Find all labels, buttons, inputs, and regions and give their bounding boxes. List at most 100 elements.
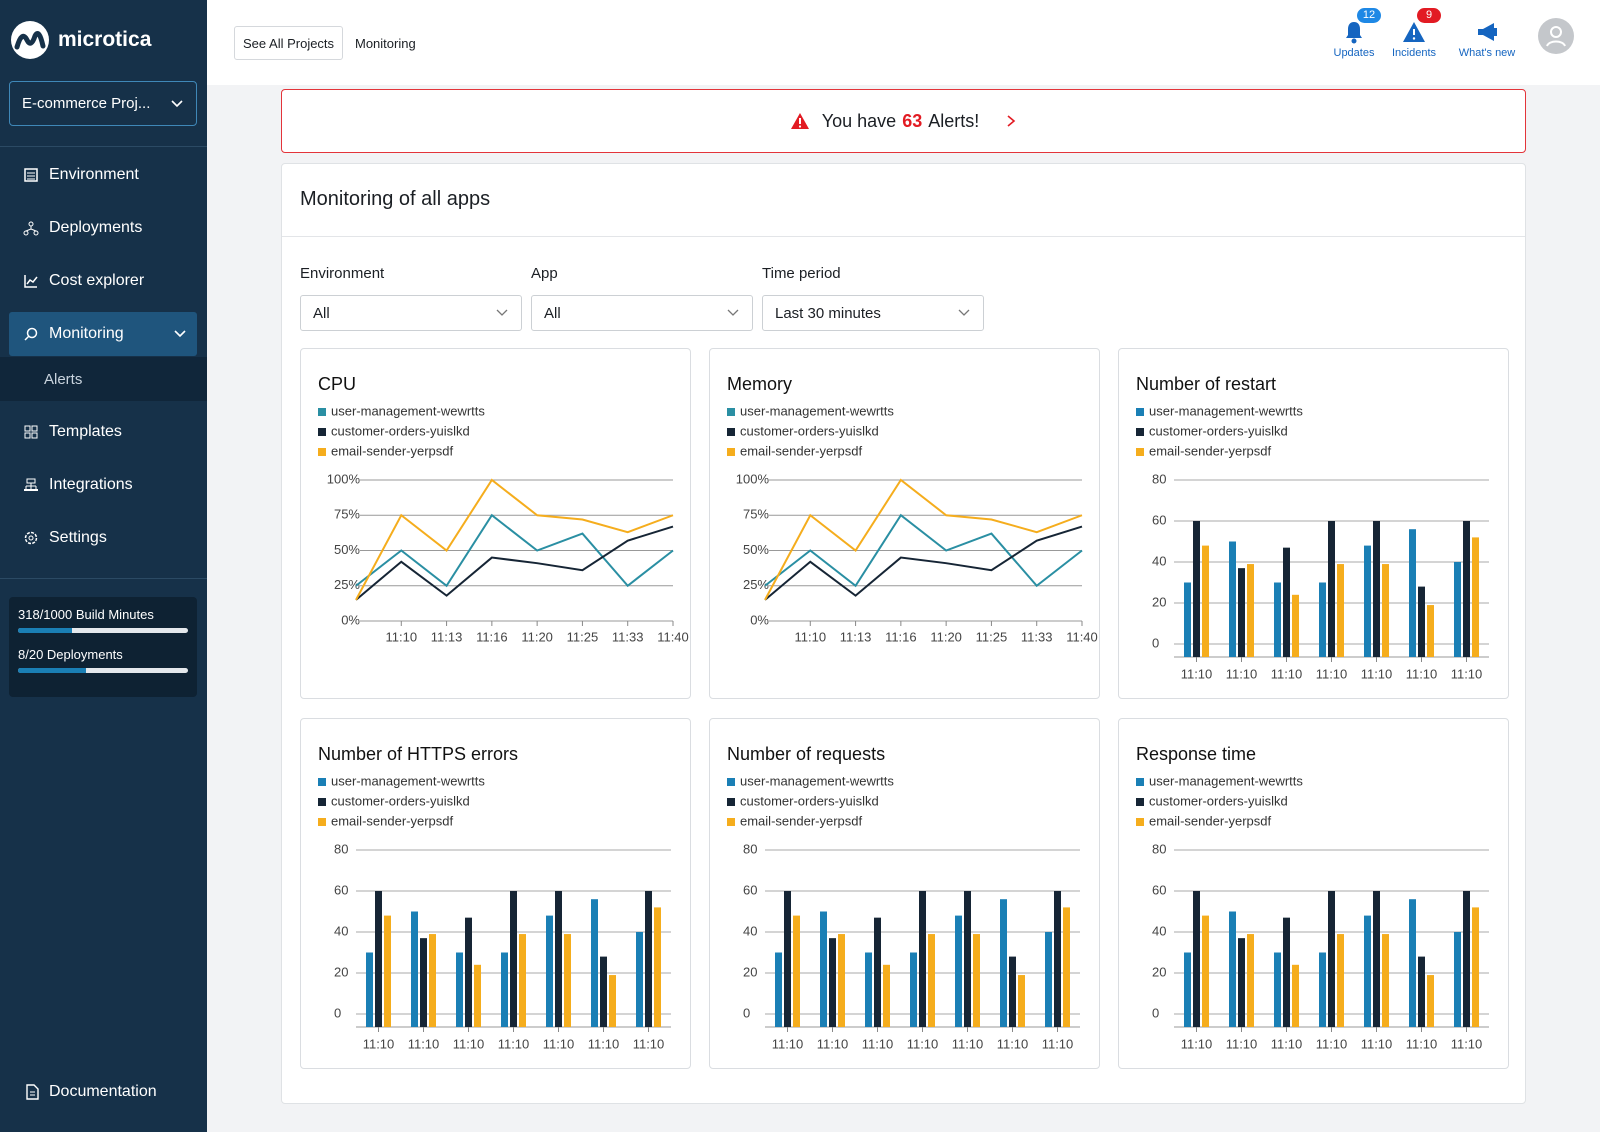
- bar: [1018, 975, 1025, 1027]
- nav-label: Cost explorer: [49, 272, 145, 289]
- legend-label: email-sender-yerpsdf: [331, 813, 453, 828]
- nav-subitem[interactable]: Alerts: [0, 357, 207, 401]
- bar: [564, 934, 571, 1027]
- alert-icon: [790, 113, 809, 129]
- chart-title: Number of HTTPS errors: [318, 744, 518, 764]
- filter-select[interactable]: All: [531, 295, 753, 331]
- chart-title: Number of requests: [727, 744, 885, 764]
- bar: [1328, 891, 1335, 1027]
- x-tick-label: 11:10: [588, 1036, 620, 1051]
- nav-item[interactable]: Templates: [9, 410, 197, 454]
- bar: [519, 934, 526, 1027]
- bar: [973, 934, 980, 1027]
- bar: [910, 952, 917, 1027]
- whats-new-button[interactable]: What's new: [1452, 20, 1522, 59]
- legend-swatch: [1136, 448, 1144, 456]
- bar: [1283, 917, 1290, 1027]
- alert-count: 63: [902, 110, 923, 131]
- bar: [1382, 564, 1389, 657]
- nav-item[interactable]: Integrations: [9, 463, 197, 507]
- alert-banner[interactable]: You have 63 Alerts!: [281, 89, 1526, 153]
- filter-select[interactable]: Last 30 minutes: [762, 295, 984, 331]
- x-tick-label: 11:10: [794, 629, 826, 644]
- bar: [1409, 899, 1416, 1027]
- bar: [384, 915, 391, 1027]
- legend-label: user-management-wewrtts: [1149, 403, 1303, 418]
- documentation-link[interactable]: Documentation: [9, 1070, 197, 1114]
- bar: [820, 911, 827, 1027]
- bar: [793, 915, 800, 1027]
- breadcrumb-current: Monitoring: [355, 26, 416, 60]
- chart-card: Number of restart user-management-wewrtts…: [1118, 348, 1509, 699]
- chart-title: CPU: [318, 374, 356, 394]
- icon: [23, 221, 39, 236]
- filter-value: All: [544, 304, 561, 322]
- bar: [510, 891, 517, 1027]
- x-tick-label: 11:10: [1042, 1036, 1074, 1051]
- bar: [1472, 537, 1479, 657]
- bar: [1472, 907, 1479, 1027]
- project-select[interactable]: E-commerce Proj...: [9, 81, 197, 126]
- y-tick-label: 60: [1152, 882, 1166, 897]
- avatar[interactable]: [1538, 18, 1574, 54]
- nav-item-active[interactable]: Monitoring: [9, 312, 197, 356]
- legend-label: customer-orders-yuislkd: [1149, 423, 1288, 438]
- x-tick-label: 11:10: [997, 1036, 1029, 1051]
- nav-item[interactable]: Environment: [9, 153, 197, 197]
- filter-label: Environment: [300, 265, 385, 282]
- brand[interactable]: microtica: [10, 20, 151, 60]
- legend-label: customer-orders-yuislkd: [331, 423, 470, 438]
- monitoring-panel: Monitoring of all apps Environment App T…: [281, 163, 1526, 1104]
- bar: [1454, 932, 1461, 1027]
- x-tick-label: 11:10: [408, 1036, 440, 1051]
- bar: [1054, 891, 1061, 1027]
- legend-label: email-sender-yerpsdf: [1149, 443, 1271, 458]
- nav-item[interactable]: Deployments: [9, 206, 197, 250]
- y-tick-label: 60: [334, 882, 348, 897]
- filter-select[interactable]: All: [300, 295, 522, 331]
- chart-card: Response time user-management-wewrtts cust…: [1118, 718, 1509, 1069]
- top-bar: See All Projects Monitoring 12 Updates 9…: [207, 0, 1600, 85]
- nav-item[interactable]: Cost explorer: [9, 259, 197, 303]
- x-tick-label: 11:33: [612, 629, 644, 644]
- x-tick-label: 11:33: [1021, 629, 1053, 644]
- x-tick-label: 11:40: [1066, 629, 1098, 644]
- bar: [1229, 541, 1236, 657]
- y-tick-label: 40: [1152, 923, 1166, 938]
- y-tick-label: 0: [1152, 1005, 1159, 1020]
- x-tick-label: 11:10: [633, 1036, 665, 1051]
- nav-label: Templates: [49, 423, 122, 440]
- legend-swatch: [318, 408, 326, 416]
- bar: [775, 952, 782, 1027]
- legend-label: customer-orders-yuislkd: [740, 793, 879, 808]
- bar: [609, 975, 616, 1027]
- nav-label: Monitoring: [49, 325, 124, 342]
- y-tick-label: 40: [743, 923, 757, 938]
- x-tick-label: 11:10: [1406, 1036, 1438, 1051]
- chart: Number of restart user-management-wewrtts…: [1136, 374, 1489, 681]
- bar: [474, 964, 481, 1027]
- bar: [1454, 562, 1461, 657]
- progress-track: [18, 668, 188, 673]
- breadcrumb-button[interactable]: See All Projects: [234, 26, 344, 60]
- bar: [456, 952, 463, 1027]
- updates-button[interactable]: 12 Updates: [1319, 8, 1389, 59]
- incidents-button[interactable]: 9 Incidents: [1379, 8, 1449, 59]
- bar: [636, 932, 643, 1027]
- bar: [883, 964, 890, 1027]
- legend-swatch: [318, 798, 326, 806]
- x-tick-label: 11:10: [363, 1036, 395, 1051]
- bar: [1193, 891, 1200, 1027]
- chart: Response time user-management-wewrtts cust…: [1136, 744, 1489, 1051]
- legend-swatch: [1136, 778, 1144, 786]
- x-tick-label: 11:10: [1226, 1036, 1258, 1051]
- nav-item[interactable]: Settings: [9, 516, 197, 560]
- bar: [1238, 938, 1245, 1027]
- x-tick-label: 11:10: [1316, 1036, 1348, 1051]
- x-tick-label: 11:10: [385, 629, 417, 644]
- icon: [24, 327, 38, 341]
- x-tick-label: 11:16: [885, 629, 917, 644]
- x-tick-label: 11:10: [952, 1036, 984, 1051]
- icon: [24, 275, 38, 288]
- bar: [1319, 582, 1326, 657]
